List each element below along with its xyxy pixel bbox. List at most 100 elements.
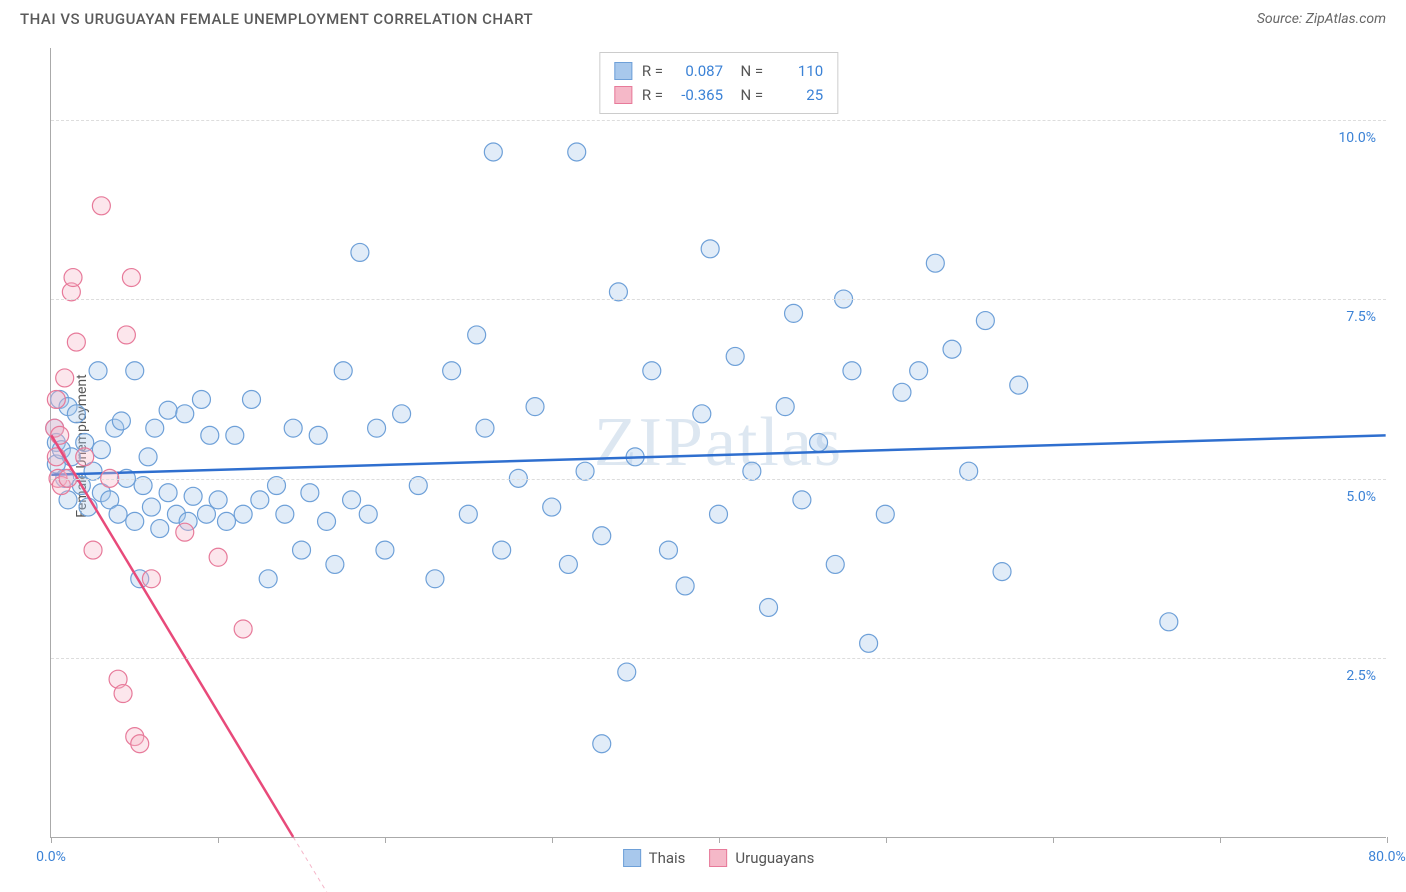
scatter-point bbox=[793, 491, 811, 509]
scatter-point bbox=[726, 347, 744, 365]
scatter-point bbox=[701, 240, 719, 258]
scatter-point bbox=[826, 555, 844, 573]
scatter-point bbox=[159, 401, 177, 419]
scatter-point bbox=[468, 326, 486, 344]
x-tick bbox=[1053, 837, 1054, 843]
x-tick-label: 0.0% bbox=[36, 849, 66, 865]
scatter-point bbox=[359, 505, 377, 523]
r-value-thais: 0.087 bbox=[673, 59, 723, 83]
scatter-point bbox=[326, 555, 344, 573]
scatter-point bbox=[139, 448, 157, 466]
scatter-point bbox=[67, 333, 85, 351]
x-tick bbox=[1220, 837, 1221, 843]
scatter-point bbox=[368, 419, 386, 437]
x-tick bbox=[719, 837, 720, 843]
scatter-point bbox=[993, 563, 1011, 581]
scatter-point bbox=[109, 505, 127, 523]
legend-label-uruguayans: Uruguayans bbox=[735, 849, 814, 867]
scatter-point bbox=[92, 197, 110, 215]
legend-item-thais: Thais bbox=[623, 849, 686, 867]
scatter-point bbox=[209, 548, 227, 566]
scatter-point bbox=[343, 491, 361, 509]
scatter-point bbox=[184, 487, 202, 505]
stats-row-thais: R = 0.087 N = 110 bbox=[614, 59, 823, 83]
scatter-point bbox=[960, 462, 978, 480]
scatter-point bbox=[126, 512, 144, 530]
x-tick bbox=[51, 837, 52, 843]
scatter-point bbox=[1010, 376, 1028, 394]
scatter-point bbox=[142, 498, 160, 516]
scatter-point bbox=[309, 426, 327, 444]
r-value-uruguayans: -0.365 bbox=[673, 83, 723, 107]
scatter-point bbox=[710, 505, 728, 523]
correlation-stats-box: R = 0.087 N = 110 R = -0.365 N = 25 bbox=[599, 52, 838, 114]
regression-line-extrapolated bbox=[293, 837, 385, 892]
scatter-point bbox=[476, 419, 494, 437]
legend-swatch-thais bbox=[623, 849, 641, 867]
gridline bbox=[51, 479, 1386, 480]
scatter-point bbox=[318, 512, 336, 530]
x-tick bbox=[1387, 837, 1388, 843]
scatter-point bbox=[776, 398, 794, 416]
bottom-legend: Thais Uruguayans bbox=[623, 849, 815, 867]
scatter-point bbox=[609, 283, 627, 301]
y-tick-label: 7.5% bbox=[1346, 309, 1376, 325]
scatter-point bbox=[67, 405, 85, 423]
scatter-point bbox=[443, 362, 461, 380]
scatter-plot-svg bbox=[51, 48, 1386, 837]
scatter-point bbox=[226, 426, 244, 444]
gridline bbox=[51, 120, 1386, 121]
y-tick-label: 5.0% bbox=[1346, 489, 1376, 505]
chart-title: THAI VS URUGUAYAN FEMALE UNEMPLOYMENT CO… bbox=[20, 10, 533, 28]
scatter-point bbox=[910, 362, 928, 380]
scatter-point bbox=[114, 685, 132, 703]
x-tick bbox=[385, 837, 386, 843]
scatter-point bbox=[142, 570, 160, 588]
scatter-point bbox=[159, 484, 177, 502]
n-label: N = bbox=[733, 83, 763, 107]
gridline bbox=[51, 299, 1386, 300]
scatter-point bbox=[526, 398, 544, 416]
scatter-point bbox=[112, 412, 130, 430]
scatter-point bbox=[146, 419, 164, 437]
scatter-point bbox=[201, 426, 219, 444]
n-value-thais: 110 bbox=[773, 59, 823, 83]
scatter-point bbox=[693, 405, 711, 423]
scatter-point bbox=[459, 505, 477, 523]
chart-plot-area: ZIPatlas R = 0.087 N = 110 R = -0.365 N … bbox=[50, 48, 1386, 838]
scatter-point bbox=[209, 491, 227, 509]
scatter-point bbox=[743, 462, 761, 480]
scatter-point bbox=[234, 620, 252, 638]
x-tick bbox=[218, 837, 219, 843]
scatter-point bbox=[251, 491, 269, 509]
scatter-point bbox=[426, 570, 444, 588]
scatter-point bbox=[760, 598, 778, 616]
swatch-uruguayans bbox=[614, 86, 632, 104]
scatter-point bbox=[576, 462, 594, 480]
scatter-point bbox=[293, 541, 311, 559]
scatter-point bbox=[76, 448, 94, 466]
legend-label-thais: Thais bbox=[649, 849, 686, 867]
scatter-point bbox=[47, 448, 65, 466]
scatter-point bbox=[351, 243, 369, 261]
n-value-uruguayans: 25 bbox=[773, 83, 823, 107]
scatter-point bbox=[56, 369, 74, 387]
scatter-point bbox=[64, 269, 82, 287]
scatter-point bbox=[176, 523, 194, 541]
scatter-point bbox=[568, 143, 586, 161]
source-attribution: Source: ZipAtlas.com bbox=[1257, 11, 1386, 27]
scatter-point bbox=[217, 512, 235, 530]
y-tick-label: 2.5% bbox=[1346, 668, 1376, 684]
scatter-point bbox=[117, 326, 135, 344]
scatter-point bbox=[151, 520, 169, 538]
y-tick-label: 10.0% bbox=[1338, 130, 1376, 146]
scatter-point bbox=[643, 362, 661, 380]
scatter-point bbox=[893, 383, 911, 401]
scatter-point bbox=[197, 505, 215, 523]
legend-item-uruguayans: Uruguayans bbox=[709, 849, 814, 867]
scatter-point bbox=[943, 340, 961, 358]
scatter-point bbox=[122, 269, 140, 287]
scatter-point bbox=[51, 426, 69, 444]
scatter-point bbox=[926, 254, 944, 272]
scatter-point bbox=[1160, 613, 1178, 631]
